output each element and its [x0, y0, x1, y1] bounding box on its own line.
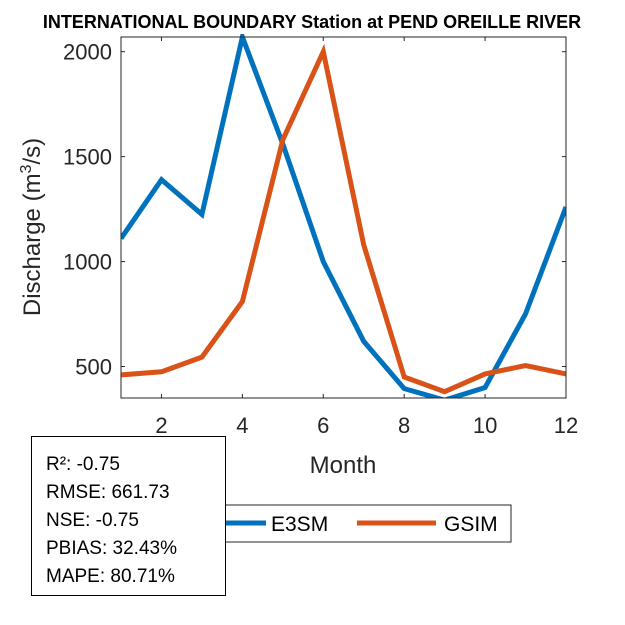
x-tick-label-10: 10 — [473, 413, 497, 438]
statistics-box: R²: -0.75 RMSE: 661.73 NSE: -0.75 PBIAS:… — [31, 436, 226, 596]
stat-mape: MAPE: 80.71% — [46, 566, 175, 587]
stat-rmse: RMSE: 661.73 — [46, 482, 170, 503]
y-axis-label-prefix: Discharge (m — [19, 173, 46, 316]
legend: E3SM GSIM — [219, 504, 512, 543]
x-tick-label-12: 12 — [554, 413, 578, 438]
x-tick-label-4: 4 — [236, 413, 248, 438]
y-tick-label-2000: 2000 — [63, 40, 112, 65]
series-line-gsim — [121, 43, 566, 395]
x-tick-label-8: 8 — [398, 413, 410, 438]
y-tick-label-1500: 1500 — [63, 145, 112, 170]
axes-frame — [120, 36, 567, 399]
legend-label-e3sm: E3SM — [271, 513, 328, 536]
series-line-e3sm — [121, 34, 566, 398]
chart-title: INTERNATIONAL BOUNDARY Station at PEND O… — [43, 12, 581, 32]
stat-r2: R²: -0.75 — [46, 454, 120, 475]
y-axis-label: Discharge (m3/s) — [18, 138, 46, 316]
y-tick-label-1000: 1000 — [63, 250, 112, 275]
stat-nse: NSE: -0.75 — [46, 510, 139, 531]
legend-label-gsim: GSIM — [444, 513, 498, 536]
x-tick-label-2: 2 — [155, 413, 167, 438]
x-axis-label: Month — [310, 452, 377, 479]
x-tick-label-6: 6 — [317, 413, 329, 438]
stat-pbias: PBIAS: 32.43% — [46, 538, 177, 559]
plot-area — [121, 37, 566, 398]
y-axis-label-suffix: /s) — [19, 138, 46, 165]
y-tick-label-500: 500 — [75, 355, 112, 380]
y-axis-label-sup: 3 — [18, 164, 35, 173]
